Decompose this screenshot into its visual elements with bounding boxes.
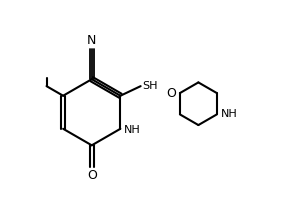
Text: SH: SH [142, 81, 158, 91]
Text: NH: NH [124, 125, 141, 135]
Text: NH: NH [221, 109, 237, 119]
Text: N: N [87, 34, 96, 47]
Text: O: O [166, 87, 176, 100]
Text: O: O [87, 169, 97, 182]
